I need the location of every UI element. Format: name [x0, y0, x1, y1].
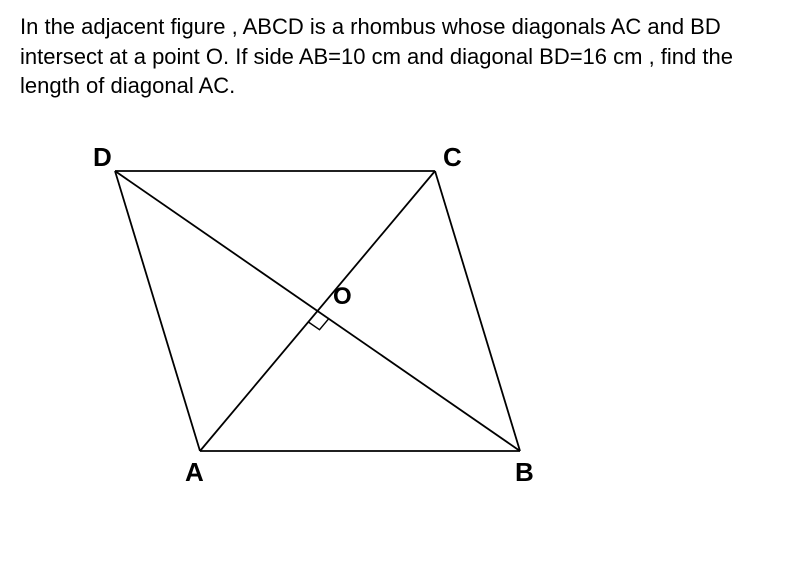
diagram-svg: D C A B O: [55, 131, 575, 511]
rhombus-edge: [435, 171, 520, 451]
vertex-label-b: B: [515, 457, 534, 487]
rhombus-diagonal: [115, 171, 520, 451]
rhombus-edge: [115, 171, 200, 451]
rhombus-figure: D C A B O: [55, 131, 575, 511]
right-angle-marker: [308, 319, 329, 330]
vertex-label-c: C: [443, 142, 462, 172]
center-label-o: O: [333, 283, 352, 310]
vertex-label-a: A: [185, 457, 204, 487]
vertex-label-d: D: [93, 142, 112, 172]
question-text: In the adjacent figure , ABCD is a rhomb…: [20, 12, 780, 101]
